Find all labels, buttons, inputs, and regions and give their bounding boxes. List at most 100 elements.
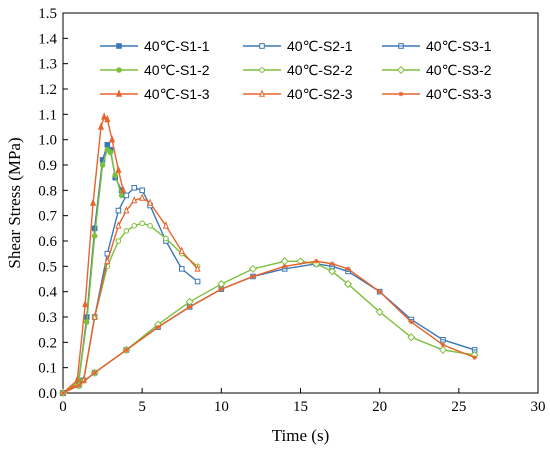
legend-item: 40℃-S3-1 — [382, 38, 492, 54]
y-tick-label: 0.6 — [38, 234, 57, 250]
data-point — [90, 198, 97, 206]
data-point — [440, 337, 446, 343]
data-point — [343, 280, 353, 289]
legend-marker — [259, 43, 265, 49]
legend-marker — [396, 65, 406, 75]
y-tick-label: 1.0 — [38, 133, 57, 149]
series-line — [62, 260, 475, 394]
data-point — [91, 312, 98, 320]
legend-label: 40℃-S3-1 — [426, 38, 492, 54]
data-point — [115, 238, 122, 244]
series-line — [62, 148, 123, 394]
legend-box — [84, 33, 524, 106]
x-tick-label: 30 — [531, 399, 546, 415]
legend-label: 40℃-S1-2 — [144, 62, 210, 78]
data-point — [178, 266, 185, 272]
series-7 — [60, 261, 478, 396]
y-tick-label: 1.2 — [38, 82, 57, 98]
data-point — [115, 207, 122, 214]
legend-label: 40℃-S1-3 — [144, 86, 210, 102]
data-point — [97, 122, 105, 130]
x-tick-label: 10 — [214, 399, 229, 415]
series-3 — [59, 112, 127, 396]
y-tick-label: 1.1 — [38, 107, 57, 123]
data-point — [345, 266, 351, 272]
data-point — [187, 304, 192, 310]
data-point — [147, 223, 153, 229]
y-tick-label: 0.4 — [38, 285, 57, 301]
legend-label: 40℃-S2-1 — [287, 38, 353, 54]
data-point — [248, 264, 258, 273]
x-axis-title: Time (s) — [272, 426, 329, 445]
legend-marker — [398, 91, 404, 97]
series-line — [62, 115, 124, 394]
y-tick-label: 0.3 — [38, 310, 57, 326]
data-point — [163, 235, 169, 242]
y-axis-title: Shear Stress (MPa) — [5, 137, 24, 268]
y-tick-label: 0.5 — [38, 259, 57, 275]
x-tick-label: 15 — [293, 399, 308, 415]
y-tick-label: 0.8 — [38, 183, 57, 199]
legend-item: 40℃-S3-2 — [382, 62, 492, 78]
data-point — [104, 114, 111, 123]
legend-label: 40℃-S2-2 — [287, 62, 353, 78]
data-point — [104, 141, 111, 148]
y-tick-label: 0.2 — [38, 335, 57, 351]
y-tick-label: 1.3 — [38, 57, 57, 73]
data-point — [91, 233, 98, 239]
data-point — [76, 383, 82, 388]
data-point — [124, 347, 129, 353]
data-point — [120, 185, 127, 194]
data-point — [377, 289, 382, 294]
legend-marker — [398, 43, 404, 49]
data-point — [123, 205, 130, 214]
data-point — [139, 187, 145, 194]
legend-item: 40℃-S2-3 — [243, 86, 353, 102]
data-point — [162, 221, 169, 229]
data-point — [123, 192, 130, 199]
data-point — [375, 307, 384, 316]
data-point — [147, 198, 154, 206]
series-9 — [60, 258, 477, 396]
series-line — [62, 222, 199, 394]
series-layer — [58, 112, 479, 398]
series-line — [62, 187, 199, 394]
x-tick-label: 0 — [59, 399, 67, 415]
series-6 — [59, 193, 201, 396]
y-tick-label: 0.1 — [38, 361, 57, 377]
y-tick-label: 0.7 — [38, 209, 57, 225]
data-point — [104, 256, 111, 265]
data-point — [328, 267, 337, 276]
series-line — [62, 260, 475, 394]
x-tick-label: 5 — [138, 399, 146, 415]
legend-marker — [116, 67, 122, 73]
data-point — [131, 185, 138, 191]
series-8 — [58, 257, 479, 398]
data-point — [139, 220, 145, 227]
legend-marker — [115, 89, 123, 97]
data-point — [472, 355, 477, 360]
y-tick-label: 1.4 — [38, 31, 57, 47]
data-point — [250, 274, 256, 279]
data-point — [99, 162, 106, 168]
data-point — [282, 264, 287, 269]
data-point — [296, 257, 305, 266]
x-tick-label: 20 — [372, 399, 387, 415]
series-line — [62, 197, 199, 394]
data-point — [219, 286, 224, 292]
data-point — [109, 135, 116, 143]
legend-label: 40℃-S2-3 — [287, 86, 353, 102]
legend-label: 40℃-S1-1 — [144, 38, 210, 54]
data-point — [115, 221, 122, 229]
legend-item: 40℃-S1-1 — [100, 38, 210, 54]
data-point — [314, 258, 319, 264]
series-line — [62, 263, 475, 394]
legend: 40℃-S1-1 40℃-S1-2 40℃-S1-3 40℃-S2-1 40℃-S2-2… — [84, 33, 524, 106]
legend-item: 40℃-S1-3 — [100, 86, 210, 102]
legend-label: 40℃-S3-3 — [426, 86, 492, 102]
data-point — [101, 112, 108, 120]
data-point — [178, 246, 185, 254]
data-point — [92, 370, 97, 376]
legend-item: 40℃-S2-1 — [243, 38, 353, 54]
